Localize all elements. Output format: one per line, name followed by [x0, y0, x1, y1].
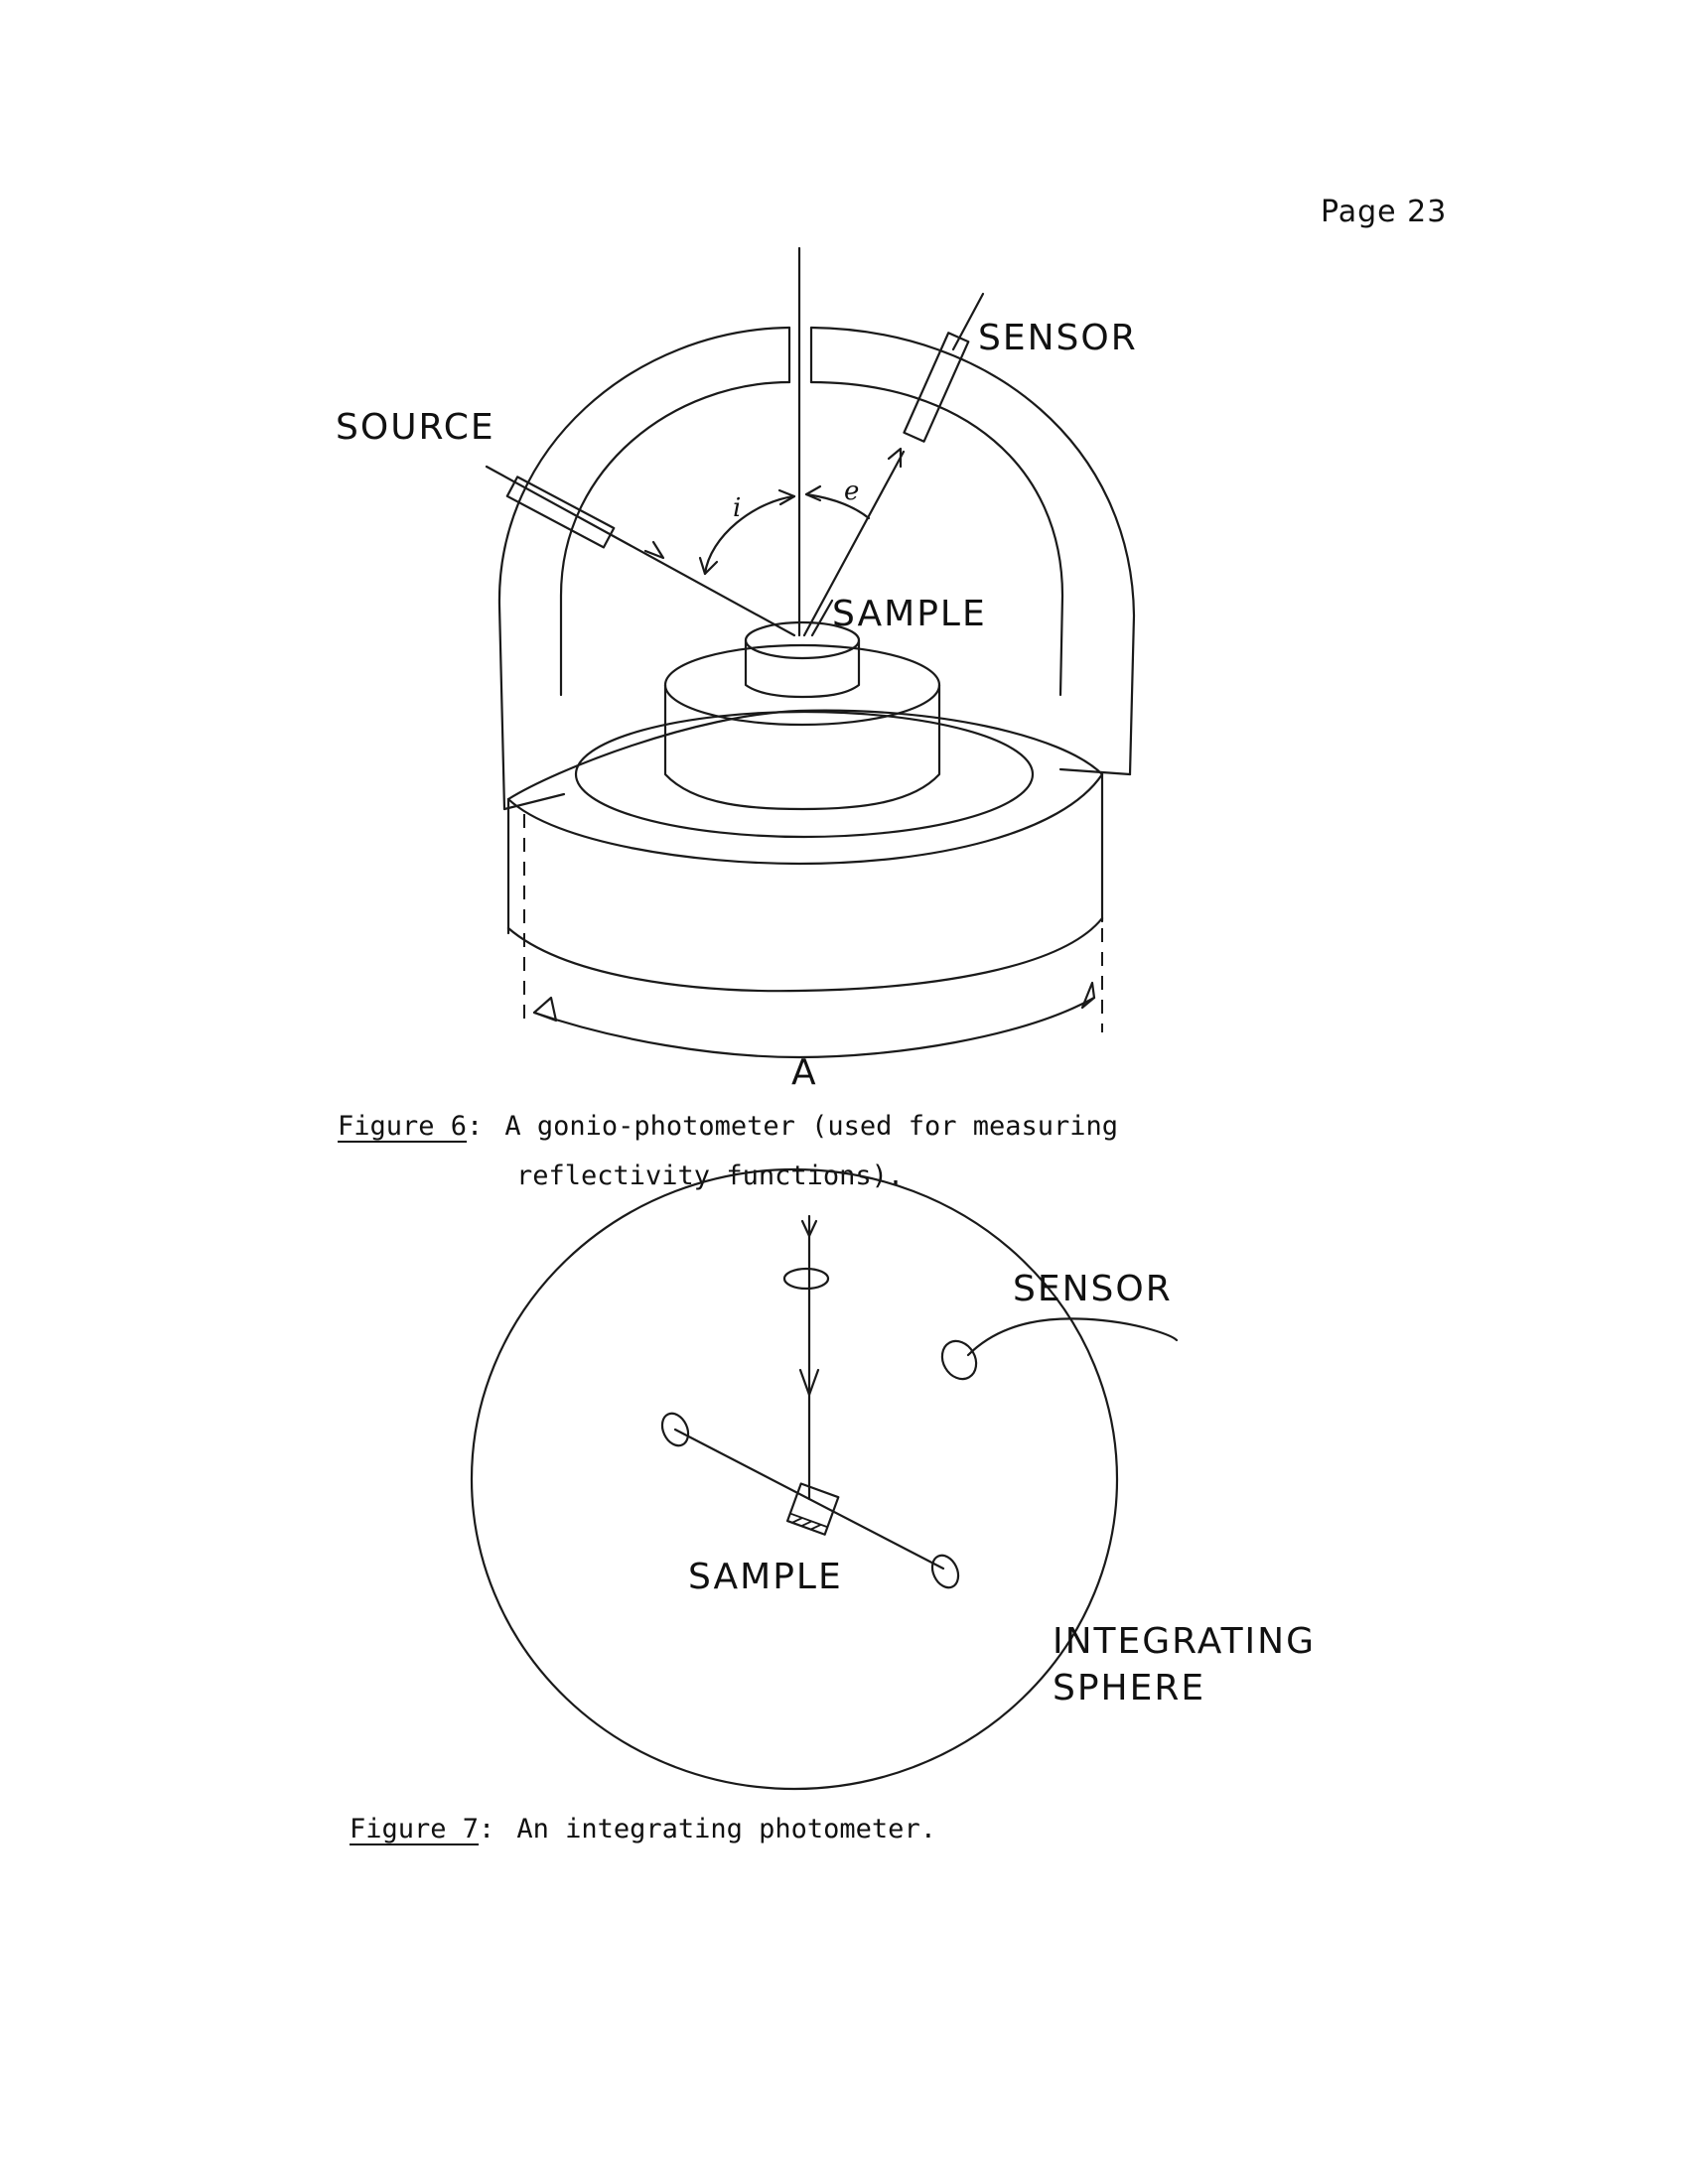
- arch-foot-left: [502, 792, 566, 811]
- lower-cylinder-body: [663, 683, 941, 811]
- inner-arch-right: [809, 380, 1064, 697]
- source-label: SOURCE: [336, 407, 495, 448]
- sample-cylinder-body: [744, 638, 861, 699]
- reflected-ray: [802, 450, 906, 637]
- figure6-caption-line2: reflectivity functions).: [516, 1160, 905, 1191]
- angle-i-arc: [703, 494, 796, 576]
- figure6-caption-line1: A gonio-photometer (used for measuring: [504, 1111, 1119, 1142]
- sphere-sample-label: SAMPLE: [688, 1557, 843, 1597]
- rotation-arrow-right: [1080, 981, 1096, 1010]
- angle-e-arrow: [804, 484, 822, 502]
- figure7-caption-text: An integrating photometer.: [516, 1814, 936, 1844]
- gonio-photometer-diagram: A i e SOURCE SENSOR SAMPLE: [336, 246, 1138, 1093]
- sample-holder-rod: [673, 1428, 945, 1570]
- figure6-ref: Figure 6: [338, 1111, 468, 1142]
- drum-top-front: [506, 772, 1104, 866]
- incident-ray: [485, 465, 796, 637]
- drum-bottom: [506, 916, 1104, 993]
- sensor-lead: [966, 1317, 1179, 1357]
- incident-arrow: [643, 540, 665, 560]
- sample-pointer: [810, 599, 834, 637]
- figure7-colon: :: [479, 1814, 495, 1844]
- rotation-arrow-left: [532, 996, 558, 1023]
- axis-a-label: A: [791, 1052, 818, 1093]
- figure6-colon: :: [467, 1111, 484, 1142]
- angle-i-arrow-tail: [698, 556, 719, 576]
- input-beam-top-arrow: [800, 1219, 818, 1238]
- input-beam-arrow: [798, 1368, 820, 1397]
- page-number: Page 23: [1321, 195, 1448, 229]
- figure7-caption: Figure 7: An integrating photometer.: [350, 1805, 936, 1854]
- input-port: [782, 1267, 830, 1291]
- outer-arch-right: [809, 326, 1136, 776]
- rotation-arc: [532, 996, 1096, 1059]
- sphere-name-line2: SPHERE: [1053, 1668, 1205, 1708]
- sensor-port: [940, 1339, 978, 1381]
- figure6-caption: Figure 6: A gonio-photometer (used for me…: [338, 1102, 1118, 1201]
- holder-left-end: [660, 1412, 690, 1447]
- sensor-lead: [951, 292, 985, 351]
- inner-disc: [574, 710, 1035, 839]
- integrating-sphere-diagram: SENSOR SAMPLE INTEGRATING SPHERE: [470, 1167, 1316, 1791]
- source-emitter: [505, 476, 616, 549]
- reflected-arrow: [887, 447, 903, 469]
- sample-block: [785, 1482, 840, 1536]
- sphere-sensor-label: SENSOR: [1013, 1269, 1173, 1309]
- sensor-label: SENSOR: [978, 318, 1138, 358]
- figure7-ref: Figure 7: [350, 1814, 480, 1844]
- outer-arch-left: [497, 326, 791, 811]
- holder-right-end: [930, 1554, 960, 1589]
- inner-arch-left: [559, 380, 791, 697]
- angle-i-arrow-head: [777, 488, 796, 506]
- angle-i-label: i: [733, 493, 741, 523]
- sample-label: SAMPLE: [832, 594, 987, 634]
- sensor-detector: [903, 332, 970, 443]
- angle-e-arc: [804, 492, 871, 520]
- arch-foot-right: [1058, 767, 1132, 776]
- sphere-name-line1: INTEGRATING: [1053, 1621, 1316, 1662]
- integrating-sphere: [470, 1167, 1119, 1791]
- angle-e-label: e: [844, 477, 859, 506]
